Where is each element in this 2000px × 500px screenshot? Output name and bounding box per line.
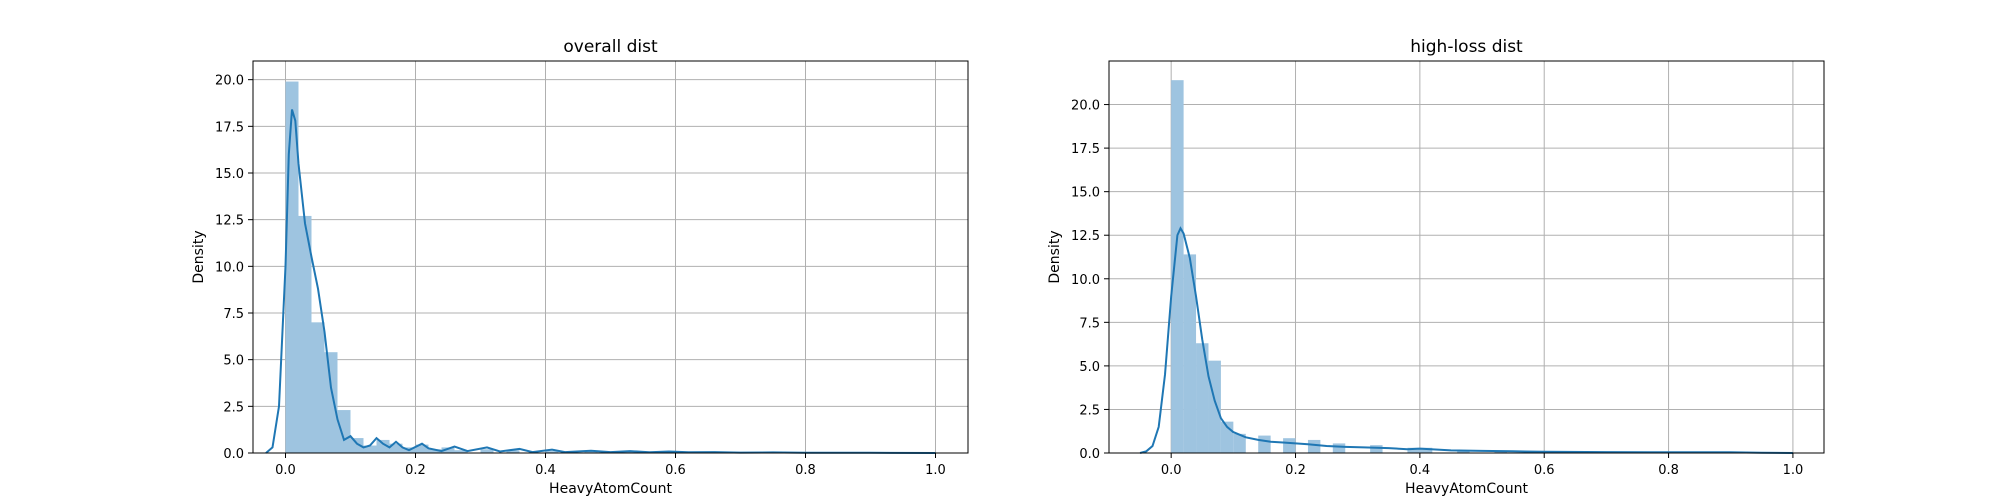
y-tick-label: 2.5 <box>223 400 244 415</box>
x-tick-label: 0.6 <box>1534 463 1555 478</box>
histogram-bar <box>1233 433 1246 453</box>
histogram-bar <box>311 322 325 453</box>
y-tick-label: 12.5 <box>1071 229 1100 244</box>
y-tick-label: 17.5 <box>1071 142 1100 157</box>
x-tick-label: 1.0 <box>1783 463 1804 478</box>
plot-frame <box>252 60 969 454</box>
y-tick-label: 7.5 <box>223 307 244 322</box>
x-tick-label: 1.0 <box>925 463 946 478</box>
histogram-bar <box>545 451 559 453</box>
y-tick-label: 7.5 <box>1079 316 1100 331</box>
histogram-bar <box>337 410 351 453</box>
histogram-bar <box>1283 438 1296 453</box>
y-axis-label: Density <box>191 230 207 283</box>
y-tick-label: 10.0 <box>1071 273 1100 288</box>
histogram-bar <box>1171 80 1184 454</box>
kde-line <box>265 109 936 454</box>
x-tick-label: 0.8 <box>795 463 816 478</box>
histogram-bar <box>480 449 494 453</box>
y-tick-label: 17.5 <box>215 120 244 135</box>
histogram-bar <box>441 447 455 453</box>
histogram-bar <box>623 451 637 453</box>
x-tick-label: 0.2 <box>1285 463 1306 478</box>
histogram-bar <box>1457 450 1470 453</box>
x-axis-label: HeavyAtomCount <box>1405 481 1528 497</box>
y-tick-labels: 0.0 2.5 5.0 7.5 10.0 12.5 15.0 17.5 20.0 <box>215 74 253 462</box>
histogram-bar <box>1307 439 1321 453</box>
x-tick-label: 0.2 <box>405 463 426 478</box>
kde-line <box>1139 226 1793 454</box>
x-tick-label: 0.0 <box>275 463 296 478</box>
x-tick-label: 0.4 <box>1410 463 1431 478</box>
histogram-bar <box>454 450 468 453</box>
histogram-bar <box>428 449 442 453</box>
x-tick-labels: 0.0 0.2 0.4 0.6 0.8 1.0 <box>1161 453 1803 478</box>
y-tick-label: 20.0 <box>1071 99 1100 114</box>
y-axis-label: Density <box>1047 230 1063 283</box>
chart-title: high-loss dist <box>1410 37 1523 57</box>
grid-lines <box>253 61 968 454</box>
chart-title: overall dist <box>563 37 658 57</box>
histogram-bar <box>1419 447 1433 453</box>
y-tick-label: 20.0 <box>215 74 244 89</box>
histogram-bar <box>1196 343 1209 453</box>
histogram-bar <box>1332 443 1346 453</box>
x-tick-label: 0.4 <box>535 463 556 478</box>
x-tick-label: 0.8 <box>1658 463 1679 478</box>
histogram-bar <box>389 443 403 453</box>
y-tick-label: 5.0 <box>223 354 244 369</box>
histogram-bar <box>1258 435 1271 453</box>
histogram-bar <box>584 451 598 453</box>
histogram-bar <box>324 352 338 453</box>
histogram-bar <box>363 445 377 453</box>
y-tick-label: 0.0 <box>223 447 244 462</box>
histogram-bar <box>376 439 390 453</box>
y-tick-label: 2.5 <box>1079 403 1100 418</box>
histogram-bars <box>285 81 819 454</box>
histogram-bar <box>415 444 429 453</box>
x-tick-labels: 0.0 0.2 0.4 0.6 0.8 1.0 <box>275 453 946 478</box>
histogram-bar <box>506 450 520 453</box>
y-tick-label: 0.0 <box>1079 447 1100 462</box>
x-tick-label: 0.6 <box>665 463 686 478</box>
y-tick-label: 5.0 <box>1079 360 1100 375</box>
plot-frame <box>1108 60 1825 454</box>
chart-high-loss-dist: 0.0 0.2 0.4 0.6 0.8 1.0 0.0 2.5 5.0 7.5 10.0 12.5 1… <box>1047 37 1825 497</box>
histogram-bars <box>1171 80 1744 454</box>
histogram-bar <box>1183 254 1197 453</box>
histogram-bar <box>1208 360 1221 453</box>
y-tick-label: 15.0 <box>1071 186 1100 201</box>
histogram-bar <box>1407 447 1420 453</box>
histogram-bar <box>350 438 364 453</box>
x-axis-label: HeavyAtomCount <box>549 481 672 497</box>
y-tick-label: 10.0 <box>215 260 244 275</box>
y-tick-labels: 0.0 2.5 5.0 7.5 10.0 12.5 15.0 17.5 20.0 <box>1071 99 1109 462</box>
histogram-bar <box>1370 445 1383 453</box>
y-tick-label: 12.5 <box>215 214 244 229</box>
x-tick-label: 0.0 <box>1161 463 1182 478</box>
chart-overall-dist: 0.0 0.2 0.4 0.6 0.8 1.0 0.0 2.5 5.0 7.5 10.0 12.5 1… <box>191 37 969 497</box>
histogram-bar <box>298 215 312 453</box>
grid-lines <box>1109 61 1824 454</box>
y-tick-label: 15.0 <box>215 167 244 182</box>
